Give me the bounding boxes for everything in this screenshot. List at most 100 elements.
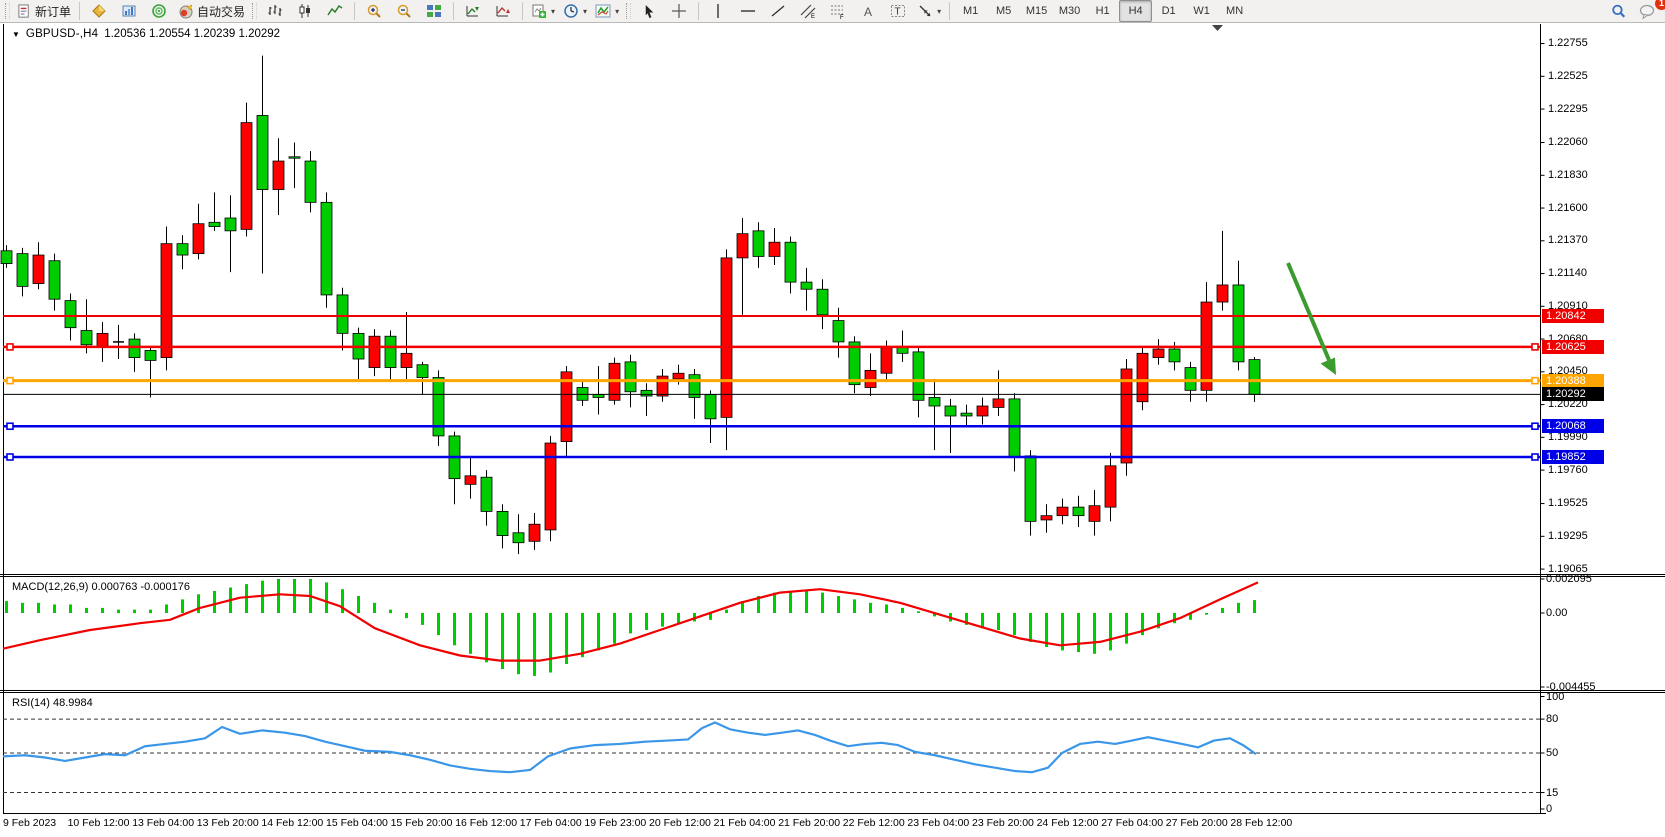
line-anchor-handle[interactable] (1531, 343, 1539, 351)
candle-body (624, 361, 637, 393)
candlestick-icon (299, 4, 311, 18)
price-axis-label: 1.22295 (1548, 102, 1588, 115)
timeframe-m15[interactable]: M15 (1025, 5, 1048, 17)
time-axis-label: 21 Feb 20:00 (778, 817, 841, 829)
radar-button[interactable] (144, 0, 174, 22)
chart-shift-marker[interactable] (1212, 25, 1223, 31)
rsi-value: 48.9984 (52, 697, 93, 709)
timeframe-mn[interactable]: MN (1226, 5, 1244, 17)
channel-icon: E (800, 4, 816, 19)
toolbar-grip[interactable] (5, 3, 10, 19)
shapes-button[interactable]: ▾ (913, 0, 945, 22)
timeframe-h4[interactable]: H4 (1119, 0, 1153, 22)
price-axis-label: 1.20910 (1548, 299, 1588, 312)
candle-body (1232, 284, 1245, 363)
indicator-list-icon (466, 6, 480, 17)
template-button[interactable]: ▾ (591, 0, 623, 22)
line-anchor-handle[interactable] (1531, 376, 1539, 385)
zoom-in-icon (367, 4, 381, 18)
time-axis-label: 10 Feb 12:00 (67, 817, 130, 829)
price-axis-label: 1.21370 (1548, 234, 1588, 247)
market-watch-button[interactable] (114, 0, 144, 22)
price-axis-label: 1.21600 (1548, 201, 1588, 214)
indicator-window-button[interactable] (488, 0, 518, 22)
vertical-line-icon (717, 4, 719, 18)
symbol-dropdown-icon[interactable]: ▼ (12, 29, 20, 39)
new-chart-button[interactable]: ▾ (527, 0, 559, 22)
line-chart-button[interactable] (320, 0, 350, 22)
candle-body (256, 115, 269, 190)
arrow-annotation-head[interactable] (1320, 357, 1337, 376)
candle-body (752, 230, 765, 257)
timeframe-m1[interactable]: M1 (962, 5, 979, 17)
crosshair-button[interactable] (664, 0, 694, 22)
rsi-axis-label: 100 (1546, 690, 1565, 703)
new-order-button[interactable]: 新订单 (13, 0, 75, 22)
timeframe-w1[interactable]: W1 (1193, 5, 1210, 17)
line-anchor-handle[interactable] (6, 422, 14, 431)
separator (949, 2, 951, 20)
candle-body (672, 372, 685, 380)
fibonacci-button[interactable]: F (823, 0, 853, 22)
zoom-out-button[interactable] (389, 0, 419, 22)
macd-axis-label: 0.00 (1546, 607, 1568, 619)
line-anchor-handle[interactable] (6, 453, 14, 461)
auto-trading-button[interactable]: 自动交易 (174, 0, 249, 22)
channel-button[interactable]: E (793, 0, 823, 22)
zoom-out-icon (397, 4, 411, 18)
horizontal-line-button[interactable] (733, 0, 763, 22)
chart-window[interactable]: 1.22755 1.22525 1.22295 1.22060 1.21830 1.216… (0, 23, 1665, 837)
toolbar-grip[interactable] (252, 3, 258, 19)
svg-text:A: A (864, 5, 872, 19)
timeframe-m5[interactable]: M5 (995, 5, 1012, 17)
indicator-list-button[interactable] (458, 0, 488, 22)
line-anchor-handle[interactable] (6, 376, 14, 385)
market-watch-icon (122, 5, 136, 17)
price-axis-label: 1.22525 (1548, 69, 1588, 82)
line-anchor-handle[interactable] (1531, 422, 1539, 431)
candle-body (1120, 368, 1133, 464)
search-button[interactable] (1603, 0, 1633, 22)
gold-diamond-button[interactable] (84, 0, 114, 22)
line-anchor-handle[interactable] (1531, 453, 1539, 461)
time-axis-label: 15 Feb 04:00 (326, 817, 388, 829)
candle-body (64, 300, 77, 329)
candle-body (288, 156, 301, 159)
arrow-annotation[interactable] (1286, 262, 1331, 361)
text-button[interactable]: A (853, 0, 883, 22)
candle-body (1216, 284, 1229, 303)
chat-button[interactable]: 1 (1633, 0, 1665, 22)
label-icon: T (891, 5, 906, 18)
candle-body (656, 375, 669, 397)
candle-body (464, 475, 477, 485)
toolbar-grip[interactable] (626, 3, 632, 19)
vertical-line-button[interactable] (703, 0, 733, 22)
timeframe-h1[interactable]: H1 (1095, 5, 1110, 17)
candle-body (864, 370, 877, 388)
line-anchor-handle[interactable] (6, 343, 14, 351)
macd-panel-label: MACD(12,26,9) 0.000763 -0.000176 (12, 581, 190, 593)
search-icon (1611, 4, 1625, 18)
trendline-button[interactable] (763, 0, 793, 22)
candle-body (496, 511, 509, 537)
tile-windows-button[interactable] (419, 0, 449, 22)
price-line-badge: 1.19852 (1542, 449, 1604, 464)
candle-body (640, 389, 653, 397)
chevron-down-icon: ▾ (583, 6, 588, 16)
chart-canvas[interactable] (0, 23, 1665, 837)
separator (698, 2, 700, 20)
candlestick-chart-button[interactable] (290, 0, 320, 22)
rsi-axis-label: 50 (1546, 747, 1559, 759)
separator (453, 2, 455, 20)
label-button[interactable]: T (883, 0, 913, 22)
period-button[interactable]: ▾ (559, 0, 591, 22)
candle-body (224, 217, 237, 232)
zoom-in-button[interactable] (359, 0, 389, 22)
cursor-button[interactable] (634, 0, 664, 22)
candle-body (336, 294, 349, 334)
price-line-badge: 1.20625 (1542, 339, 1604, 354)
fibonacci-icon: F (831, 5, 844, 19)
timeframe-d1[interactable]: D1 (1161, 5, 1176, 17)
timeframe-m30[interactable]: M30 (1058, 5, 1081, 17)
bar-chart-button[interactable] (260, 0, 290, 22)
